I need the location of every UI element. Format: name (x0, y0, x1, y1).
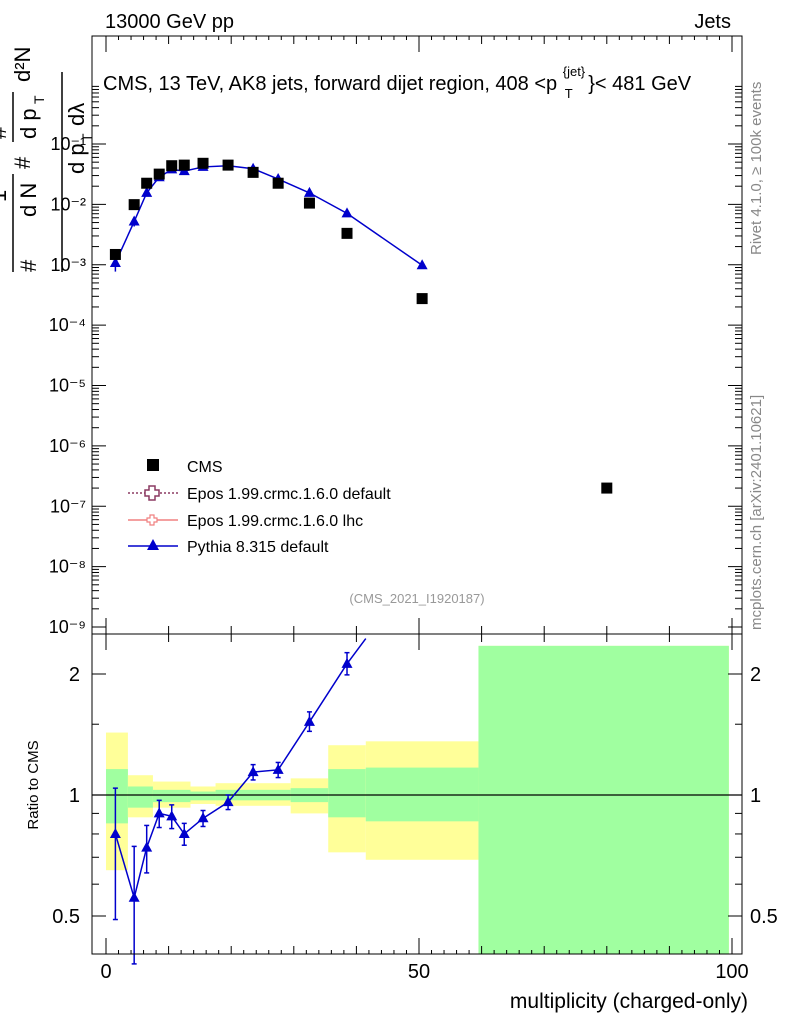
cms-data-point (272, 177, 284, 189)
pythia-ratio-point (341, 657, 353, 668)
pythia-point (416, 259, 428, 270)
energy-label: 13000 GeV pp (105, 11, 234, 33)
x-axis-label: multiplicity (charged-only) (510, 990, 748, 1013)
main-y-tick-label: 10⁻⁸ (49, 557, 86, 577)
ratio-series (109, 638, 367, 965)
ratio-y-tick-label: 2 (69, 664, 80, 686)
main-y-axis-label: # d N 1 # d p T # d²N d p T dλ (0, 47, 95, 272)
pythia-ratio-point (247, 766, 259, 777)
main-y-tick-label: 10⁻⁴ (49, 315, 86, 335)
main-y-tick-label: 10⁻² (50, 194, 86, 214)
ratio-y-tick-label: 1 (69, 785, 80, 807)
ratio-y-axis-label: Ratio to CMS (25, 740, 42, 829)
legend-marker-epos-lhc (146, 514, 158, 526)
main-y-tick-label: 10⁻¹ (50, 134, 86, 154)
pythia-ratio-point (166, 810, 178, 821)
cms-data-point (178, 159, 190, 171)
main-y-tick-label: 10⁻⁷ (50, 496, 86, 516)
cms-data-point (601, 482, 613, 494)
pythia-point (128, 215, 140, 226)
ratio-panel: 0.5 0.5 1 1 2 2 0 50 100 Ratio to CMS multiplic… (25, 36, 778, 1013)
legend-label-cms: CMS (187, 459, 223, 476)
ratio-y-tick-label-right: 2 (750, 664, 761, 686)
x-tick-label: 50 (408, 961, 430, 983)
legend: CMS Epos 1.99.crmc.1.6.0 default Epos 1.… (128, 459, 391, 556)
pythia-ratio-point (272, 763, 284, 774)
ylabel-dlambda: dλ (64, 103, 89, 126)
rivet-version-label: Rivet 4.1.0, ≥ 100k events (748, 82, 765, 255)
ratio-y-ticks: 0.5 0.5 1 1 2 2 (52, 664, 778, 928)
cms-data-point (222, 159, 234, 171)
ylabel-hash-2: # (10, 156, 35, 169)
cms-data-point (109, 248, 121, 260)
pythia-ratio-point (153, 807, 165, 818)
stat-uncertainty-band (106, 769, 128, 824)
stat-uncertainty-band (328, 769, 366, 818)
main-title: CMS, 13 TeV, AK8 jets, forward dijet reg… (103, 59, 692, 103)
legend-label-epos-lhc: Epos 1.99.crmc.1.6.0 lhc (187, 513, 363, 530)
pythia-point (303, 186, 315, 197)
pythia-point (141, 186, 153, 197)
cms-data-point (341, 227, 353, 239)
cms-data-point (128, 199, 140, 211)
main-series (109, 157, 613, 494)
x-ticks: 0 50 100 (100, 36, 749, 983)
analysis-watermark: (CMS_2021_I1920187) (349, 591, 484, 606)
legend-marker-epos-default (144, 485, 160, 501)
ylabel-hash-1: # (16, 259, 41, 272)
cms-data-point (197, 157, 209, 169)
main-y-tick-label: 10⁻⁵ (49, 376, 86, 396)
ratio-y-tick-label-right: 1 (750, 785, 761, 807)
pythia-ratio-point (197, 812, 209, 823)
ratio-y-tick-label-right: 0.5 (750, 906, 778, 928)
pythia-ratio-point (128, 891, 140, 902)
main-y-ticks: 10⁻¹ 10⁻² 10⁻³ 10⁻⁴ 10⁻⁵ 10⁻⁶ 10⁻⁷ 10⁻⁸ 10⁻⁹ (49, 85, 742, 637)
ratio-y-tick-label: 0.5 (52, 906, 80, 928)
pythia-ratio-point (303, 715, 315, 726)
stat-uncertainty-band (152, 789, 191, 803)
legend-marker-pythia (147, 539, 159, 550)
cms-data-point (153, 168, 165, 180)
x-tick-label: 100 (715, 961, 748, 983)
pythia-ratio-point (109, 827, 121, 838)
pythia-point (109, 256, 121, 267)
pythia-point (341, 207, 353, 218)
ylabel-T-1: T (31, 95, 47, 104)
legend-label-epos-default: Epos 1.99.crmc.1.6.0 default (187, 486, 391, 503)
pythia-ratio-point (178, 827, 190, 838)
x-tick-label: 0 (100, 961, 111, 983)
cms-data-point (141, 177, 153, 189)
pythia-ratio-point (222, 796, 234, 807)
ylabel-one: 1 (0, 190, 11, 202)
cms-data-point (416, 293, 428, 305)
main-y-tick-label: 10⁻³ (50, 255, 86, 275)
ratio-bands (106, 645, 729, 954)
main-panel: 10⁻¹ 10⁻² 10⁻³ 10⁻⁴ 10⁻⁵ 10⁻⁶ 10⁻⁷ 10⁻⁸ 10⁻⁹ CMS… (0, 35, 743, 637)
ylabel-d2N: d²N (10, 47, 35, 82)
ylabel-hash-3: # (0, 126, 11, 139)
ylabel-T-2: T (79, 133, 95, 142)
main-y-tick-label: 10⁻⁶ (49, 436, 86, 456)
category-label: Jets (694, 11, 731, 33)
stat-uncertainty-band (478, 645, 729, 954)
ylabel-dN: d N (16, 183, 41, 217)
pythia-ratio-point (141, 841, 153, 852)
stat-uncertainty-band (190, 791, 216, 801)
legend-label-pythia: Pythia 8.315 default (187, 539, 329, 556)
cms-data-point (247, 166, 259, 178)
main-y-tick-label: 10⁻⁹ (49, 617, 86, 637)
cms-data-point (166, 160, 178, 172)
ylabel-dpTdl: d p (64, 143, 89, 174)
ylabel-dpT: d p (16, 108, 41, 139)
legend-marker-cms (147, 459, 159, 471)
mcplots-source-label: mcplots.cern.ch [arXiv:2401.10621] (748, 395, 765, 630)
stat-uncertainty-band (127, 786, 153, 808)
cms-data-point (303, 197, 315, 209)
ratio-frame (91, 633, 743, 955)
